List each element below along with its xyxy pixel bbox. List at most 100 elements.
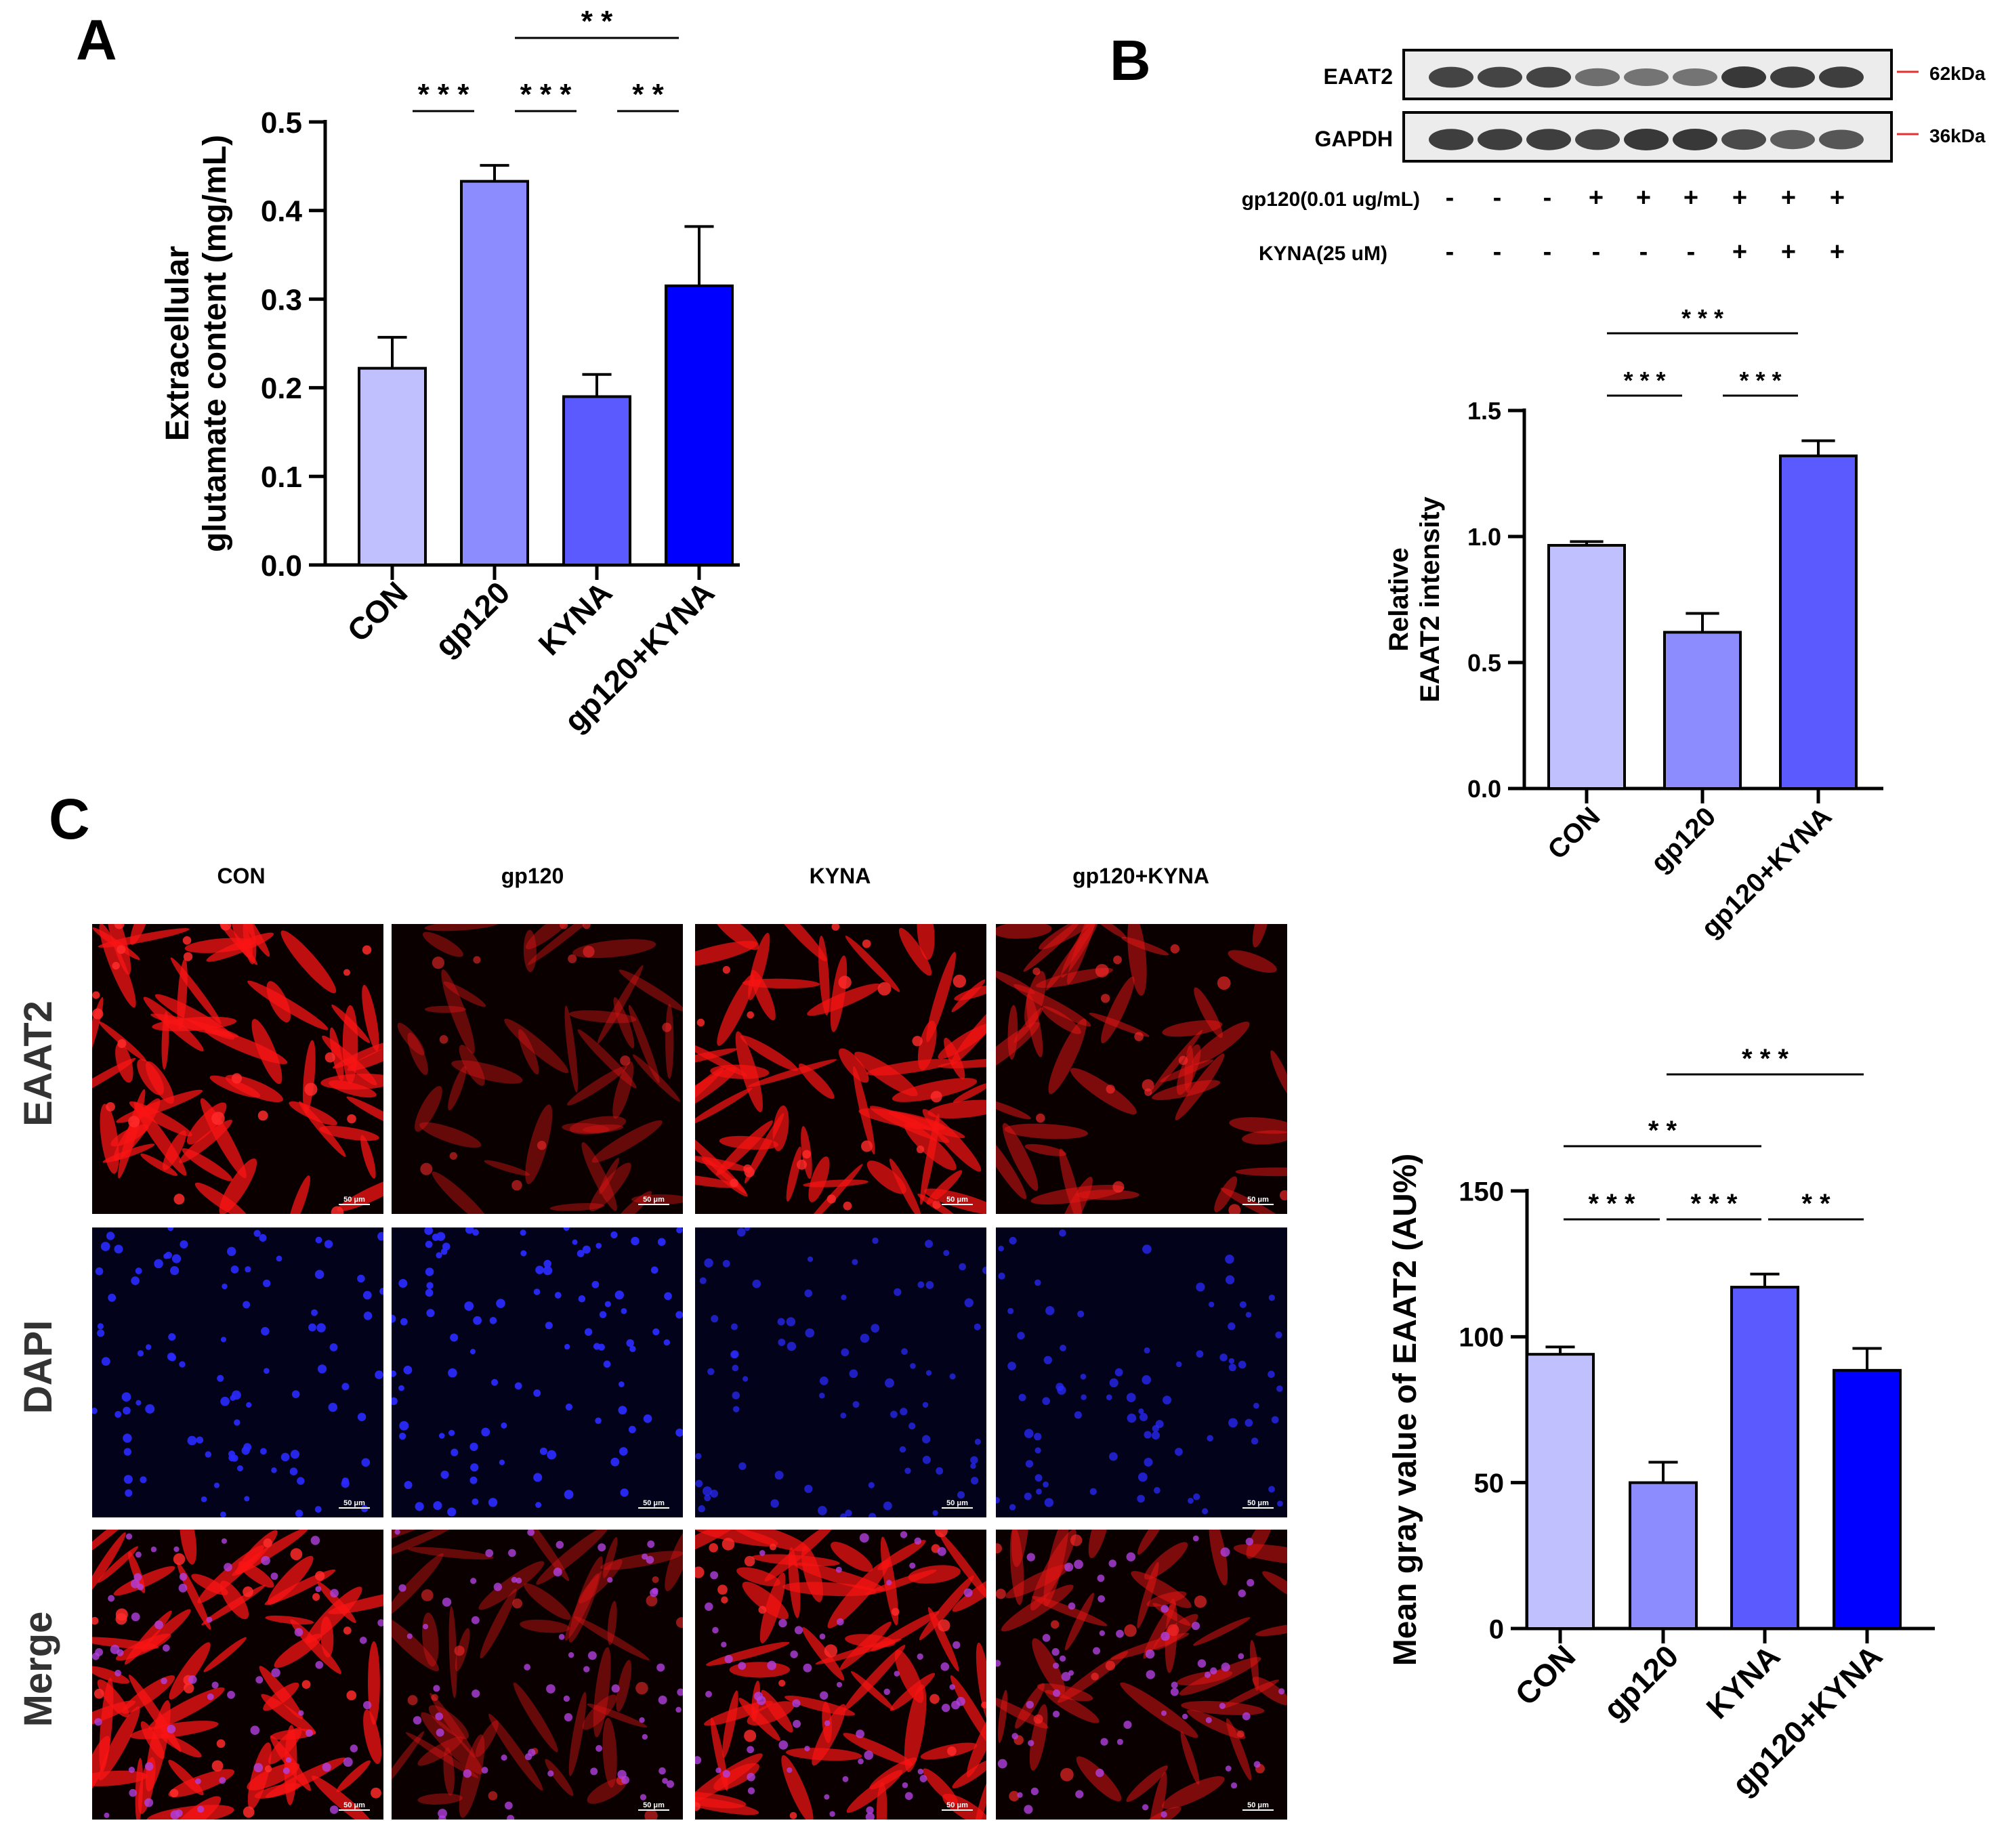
nucleus <box>998 1272 1005 1280</box>
cell-process <box>332 1041 383 1069</box>
nucleus <box>974 1438 981 1446</box>
blot-band <box>1478 129 1522 150</box>
nucleus <box>436 1728 444 1737</box>
cell-process <box>368 1641 380 1725</box>
nucleus <box>998 1245 1004 1252</box>
blot-marker-label: 62kDa <box>1929 63 1986 84</box>
nucleus <box>1207 1435 1213 1442</box>
nucleus <box>883 1501 892 1511</box>
cell-body <box>730 1179 738 1188</box>
nucleus <box>1024 1805 1033 1814</box>
nucleus <box>362 1700 372 1710</box>
nucleus <box>732 1406 740 1412</box>
scale-bar-label: 50 μm <box>946 1196 968 1204</box>
cell-process <box>363 1709 382 1764</box>
cell-process <box>504 1018 569 1074</box>
cell-process <box>996 1022 1040 1077</box>
treatment-sign: - <box>1446 238 1455 266</box>
nucleus <box>1228 1358 1235 1364</box>
nucleus <box>501 1755 507 1761</box>
nucleus <box>295 1509 304 1517</box>
nucleus <box>1208 1301 1215 1307</box>
cell-process <box>92 1666 130 1684</box>
blot-band <box>1673 68 1717 86</box>
nucleus <box>163 1644 170 1652</box>
blot-row-label: GAPDH <box>1314 127 1393 151</box>
nucleus <box>1151 1431 1160 1440</box>
nucleus <box>179 1361 186 1368</box>
nucleus <box>108 1293 117 1302</box>
nucleus <box>922 1435 931 1444</box>
cell-body <box>877 982 892 996</box>
nucleus <box>710 1571 719 1580</box>
cell-process <box>284 1725 297 1805</box>
cell-process <box>736 1567 781 1587</box>
cell-process <box>417 1736 463 1766</box>
cell-process <box>807 983 881 1016</box>
nucleus <box>824 1794 830 1800</box>
nucleus <box>956 1696 965 1706</box>
nucleus <box>747 1772 755 1782</box>
nucleus <box>900 1408 908 1416</box>
cell-process <box>632 1054 681 1102</box>
nucleus <box>360 1505 369 1513</box>
cell-process <box>1148 1771 1167 1820</box>
nucleus <box>860 1333 870 1343</box>
nucleus <box>1146 1670 1155 1679</box>
nucleus <box>770 1499 779 1508</box>
nucleus <box>959 1263 966 1271</box>
nucleus <box>650 1589 658 1597</box>
cell-body <box>1178 1055 1188 1066</box>
nucleus <box>702 1486 712 1496</box>
nucleus <box>516 1577 522 1584</box>
cell-process <box>347 1041 383 1072</box>
nucleus <box>1009 1236 1017 1245</box>
y-tick-label: 0.5 <box>1467 649 1501 677</box>
cell-process <box>1270 1050 1287 1098</box>
nucleus <box>641 1553 648 1560</box>
nucleus <box>747 1787 755 1794</box>
nucleus <box>1276 1385 1283 1392</box>
x-category-label: CON <box>1542 801 1606 865</box>
nucleus <box>1044 1498 1054 1507</box>
cell-process <box>133 1101 187 1176</box>
nucleus <box>271 1467 277 1473</box>
nucleus <box>253 1230 261 1237</box>
cell-process <box>1226 1718 1252 1781</box>
blot-band <box>1429 129 1473 150</box>
cell-body <box>929 1694 940 1704</box>
nucleus <box>398 1385 404 1391</box>
cell-body <box>243 1586 253 1597</box>
nucleus <box>904 1467 911 1474</box>
scale-bar-label: 50 μm <box>1247 1499 1269 1507</box>
nucleus <box>1045 1306 1055 1316</box>
nucleus <box>1116 1629 1124 1638</box>
nucleus <box>167 1227 174 1232</box>
nucleus <box>904 1792 913 1801</box>
nucleus <box>426 1309 435 1318</box>
nucleus <box>217 1374 224 1382</box>
y-tick-label: 0.2 <box>261 372 302 405</box>
cell-process <box>593 1647 611 1738</box>
micrograph-dapi-con: 50 μm <box>92 1227 383 1517</box>
significance-label: * * * <box>1691 1189 1738 1219</box>
cell-process <box>926 952 956 1043</box>
nucleus <box>614 1290 624 1300</box>
cell-process <box>952 1759 986 1788</box>
cell-body <box>802 1150 812 1159</box>
scale-bar-label: 50 μm <box>643 1801 665 1809</box>
nucleus <box>631 1236 640 1246</box>
blot-band <box>1429 66 1473 88</box>
y-tick-label: 0 <box>1489 1614 1504 1644</box>
nucleus <box>1060 1345 1066 1351</box>
cell-process <box>329 1080 377 1098</box>
cell-body <box>831 924 840 931</box>
y-tick-label: 0.4 <box>261 195 303 228</box>
cell-process <box>475 1720 499 1757</box>
nucleus <box>1081 1394 1087 1400</box>
nucleus <box>618 1406 627 1415</box>
bar-kyna <box>1730 1286 1799 1630</box>
nucleus <box>125 1489 133 1497</box>
nucleus <box>1202 1508 1209 1515</box>
nucleus <box>433 1685 440 1692</box>
